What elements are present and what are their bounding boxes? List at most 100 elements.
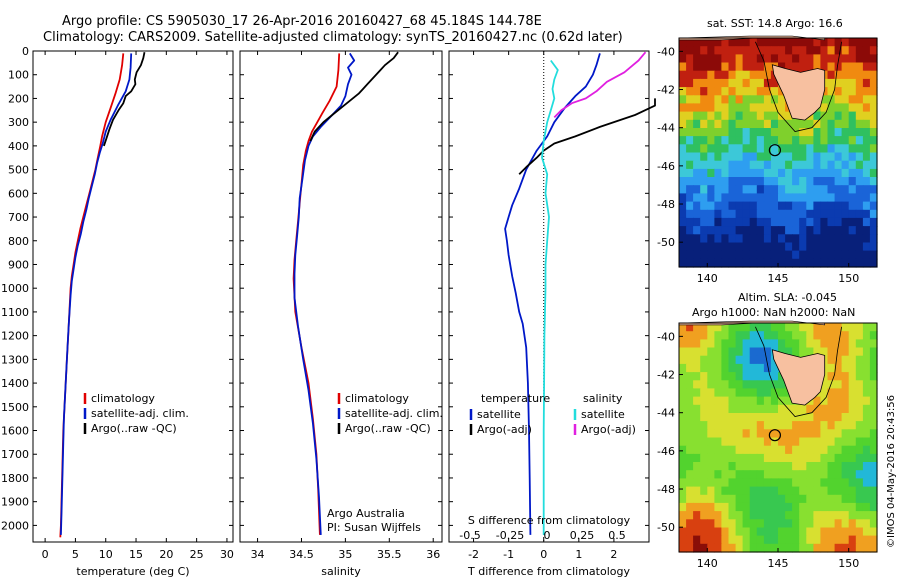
map-cell bbox=[679, 250, 687, 260]
map-cell bbox=[728, 404, 737, 414]
map-cell bbox=[770, 78, 779, 88]
map-cell bbox=[792, 185, 800, 194]
map-cell bbox=[827, 511, 836, 520]
map-cell bbox=[686, 421, 694, 430]
map-cell bbox=[686, 502, 694, 512]
map-cell bbox=[834, 111, 843, 121]
map-cell bbox=[749, 543, 758, 553]
map-cell bbox=[756, 396, 765, 406]
map-cell bbox=[749, 396, 758, 406]
map-cell bbox=[778, 543, 786, 553]
map-cell bbox=[827, 347, 836, 357]
map-cell bbox=[679, 511, 687, 520]
map-cell bbox=[841, 339, 850, 349]
map-cell bbox=[714, 62, 723, 72]
map-cell bbox=[735, 226, 744, 235]
map-cell bbox=[820, 511, 829, 520]
map-cell bbox=[742, 136, 751, 145]
map-cell bbox=[728, 144, 737, 154]
map-cell bbox=[686, 54, 694, 64]
map-cell bbox=[848, 421, 857, 430]
map-cell bbox=[862, 242, 871, 252]
map-cell bbox=[756, 62, 765, 72]
map-cell bbox=[855, 54, 864, 64]
map-cell bbox=[806, 470, 814, 479]
map-cell bbox=[749, 95, 758, 105]
map-cell bbox=[778, 185, 786, 194]
map-cell bbox=[869, 453, 878, 463]
map-cell bbox=[770, 258, 779, 268]
map-cell bbox=[820, 421, 829, 430]
map-cell bbox=[742, 494, 751, 504]
map-cell bbox=[721, 339, 730, 349]
map-cell bbox=[749, 217, 758, 227]
map-cell bbox=[742, 404, 751, 414]
map-cell bbox=[813, 331, 822, 340]
map-cell bbox=[728, 38, 737, 47]
map-cell bbox=[848, 372, 857, 381]
map-cell bbox=[834, 388, 843, 398]
map-cell bbox=[827, 62, 836, 72]
map-cell bbox=[799, 404, 807, 414]
map-cell bbox=[693, 226, 701, 235]
map-cell bbox=[862, 404, 871, 414]
map-cell bbox=[827, 209, 836, 219]
map-cell bbox=[778, 462, 786, 471]
map-cell bbox=[763, 226, 772, 235]
map-cell bbox=[848, 54, 857, 64]
map-cell bbox=[799, 462, 807, 471]
map-cell bbox=[749, 38, 758, 47]
map-cell bbox=[735, 421, 744, 430]
map-cell bbox=[869, 87, 878, 96]
map-cell bbox=[834, 152, 843, 162]
map-cell bbox=[735, 250, 744, 260]
map-cell bbox=[799, 144, 807, 154]
map-cell bbox=[679, 437, 687, 447]
map-cell bbox=[735, 258, 744, 268]
map-cell bbox=[679, 111, 687, 121]
map-cell bbox=[799, 152, 807, 162]
map-cell bbox=[799, 535, 807, 545]
map-cell bbox=[813, 429, 822, 439]
map-cell bbox=[820, 445, 829, 455]
map-cell bbox=[756, 347, 765, 357]
map-cell bbox=[785, 494, 793, 504]
map-cell bbox=[728, 185, 737, 194]
map-cell bbox=[813, 404, 822, 414]
series-line-satellite-adj-clim- bbox=[293, 52, 356, 535]
map-cell bbox=[799, 429, 807, 439]
map-cell bbox=[834, 119, 843, 129]
map-cell bbox=[693, 355, 701, 365]
map-cell bbox=[763, 136, 772, 145]
y-tick-label: 2000 bbox=[1, 519, 29, 532]
map-cell bbox=[770, 136, 779, 145]
map-cell bbox=[763, 54, 772, 64]
map-cell bbox=[756, 494, 765, 504]
map-cell bbox=[721, 380, 730, 390]
map-cell bbox=[848, 511, 857, 520]
map-cell bbox=[770, 462, 779, 471]
map-cell bbox=[714, 136, 723, 145]
map-cell bbox=[792, 462, 800, 471]
map-cell bbox=[714, 331, 723, 340]
map-cell bbox=[834, 453, 843, 463]
map-cell bbox=[799, 421, 807, 430]
map-cell bbox=[869, 185, 878, 194]
map-cell bbox=[820, 38, 829, 47]
map-cell bbox=[792, 119, 800, 129]
map-cell bbox=[756, 119, 765, 129]
map-cell bbox=[813, 478, 822, 488]
map-cell bbox=[749, 323, 758, 332]
map-cell bbox=[869, 46, 878, 55]
map-cell bbox=[820, 160, 829, 170]
legend-label: satellite bbox=[581, 408, 625, 421]
map-cell bbox=[763, 478, 772, 488]
map-cell bbox=[841, 168, 850, 178]
map-cell bbox=[785, 217, 793, 227]
map-cell bbox=[785, 396, 793, 406]
map-cell bbox=[721, 331, 730, 340]
map-cell bbox=[820, 201, 829, 211]
map-cell bbox=[742, 152, 751, 162]
map-cell bbox=[728, 445, 737, 455]
map-cell bbox=[728, 136, 737, 145]
